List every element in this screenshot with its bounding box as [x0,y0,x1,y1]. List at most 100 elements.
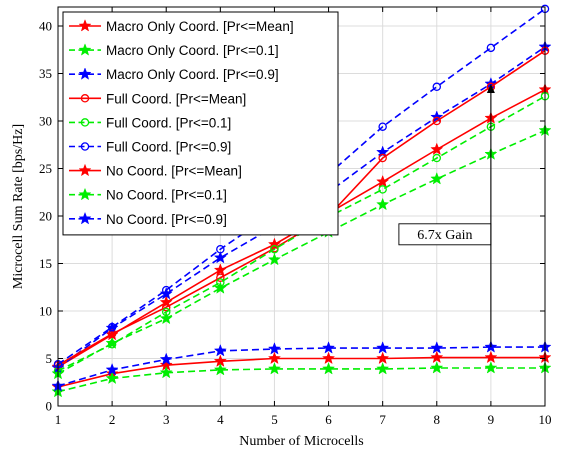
data-point [78,19,92,32]
data-point [78,43,92,56]
x-tick-label: 7 [379,412,386,427]
data-point [105,371,119,385]
data-point [159,295,173,309]
data-point [430,172,444,185]
legend-entry: Full Coord. [Pr<=0.1] [69,115,231,130]
legend-label: Macro Only Coord. [Pr<=0.9] [106,67,279,82]
axis-ticks: 1 2 3 4 5 6 7 8 9 10 0 5 10 15 20 25 30 35 40 [39,7,552,427]
data-point [80,142,90,151]
data-point [432,116,442,126]
data-point [378,122,387,131]
legend-label: Full Coord. [Pr<=Mean] [106,91,246,106]
data-point [213,250,227,264]
legend: Macro Only Coord. [Pr<=Mean] Macro Only C… [62,11,339,236]
legend-entry: No Coord. [Pr<=0.9] [69,212,227,227]
data-point [376,341,390,354]
data-point [321,341,336,354]
series-line [57,346,545,387]
legend-entry: Macro Only Coord. [Pr<=0.9] [69,67,279,82]
legend-label: Full Coord. [Pr<=0.9] [106,140,231,155]
data-point [78,67,92,80]
data-point [213,343,227,357]
data-point [378,153,387,163]
data-point [376,362,390,375]
gain-arrow-head [486,83,495,93]
data-point [78,211,92,225]
legend-label: No Coord. [Pr<=Mean] [106,164,242,179]
x-tick-label: 10 [539,412,552,427]
legend-entry: Full Coord. [Pr<=Mean] [69,91,246,106]
data-point [80,94,90,103]
data-point [432,82,442,92]
data-point [161,302,171,312]
data-point [159,311,173,325]
legend-entry: No Coord. [Pr<=Mean] [69,164,242,179]
series-group [51,350,552,393]
x-tick-label: 9 [488,412,495,427]
x-tick-label: 6 [325,412,332,427]
x-tick-label: 4 [217,412,224,427]
x-axis-label: Number of Microcells [239,434,363,449]
legend-entry: Macro Only Coord. [Pr<=Mean] [69,19,294,34]
legend-box [62,11,339,236]
data-point [267,342,282,355]
data-point [80,118,90,127]
x-tick-label: 8 [434,412,441,427]
annotation: 6.7x Gain [398,83,495,348]
data-point [105,336,119,349]
y-tick-label: 30 [39,114,52,129]
data-point [432,153,442,163]
data-point [216,244,225,254]
y-tick-label: 25 [39,161,52,176]
legend-label: No Coord. [Pr<=0.1] [106,188,227,203]
data-point [378,185,387,194]
data-point [484,361,498,374]
data-point [161,285,171,295]
x-tick-label: 3 [163,412,170,427]
y-tick-label: 15 [39,256,52,271]
y-tick-label: 20 [39,209,52,224]
data-point [78,163,92,177]
data-point [376,197,390,211]
data-point [161,307,171,317]
y-tick-label: 0 [46,399,53,414]
data-point [267,351,282,365]
data-point [430,142,444,156]
data-point [484,350,498,364]
data-point [267,362,282,375]
y-tick-label: 10 [39,304,52,319]
x-tick-label: 5 [271,412,278,427]
data-point [430,350,444,364]
y-tick-label: 35 [39,66,52,81]
series-line [57,356,545,388]
legend-label: Macro Only Coord. [Pr<=Mean] [106,19,294,34]
data-point [159,365,173,379]
legend-entry: No Coord. [Pr<=0.1] [69,188,227,203]
data-point [270,244,279,254]
y-tick-label: 40 [39,19,52,34]
gain-label: 6.7x Gain [417,228,472,243]
data-point [321,351,336,365]
data-point [213,263,227,276]
legend-entry: Macro Only Coord. [Pr<=0.1] [69,43,279,58]
data-point [105,362,119,376]
data-point [213,281,227,294]
data-point [267,252,282,266]
legend-entry: Full Coord. [Pr<=0.9] [69,140,231,155]
data-point [159,352,173,366]
legend-label: Full Coord. [Pr<=0.1] [106,115,231,130]
data-point [213,362,227,376]
data-point [216,278,225,287]
data-point [430,341,444,354]
legend-label: Macro Only Coord. [Pr<=0.1] [106,43,279,58]
y-axis-label: Microcell Sum Rate [bps/Hz] [11,124,26,289]
data-point [321,362,336,375]
data-point [376,174,390,188]
x-tick-label: 1 [55,412,62,427]
data-point [430,361,444,374]
data-point [78,187,92,201]
series-line [57,367,545,393]
x-tick-label: 2 [109,412,116,427]
legend-label: No Coord. [Pr<=0.9] [106,212,227,227]
